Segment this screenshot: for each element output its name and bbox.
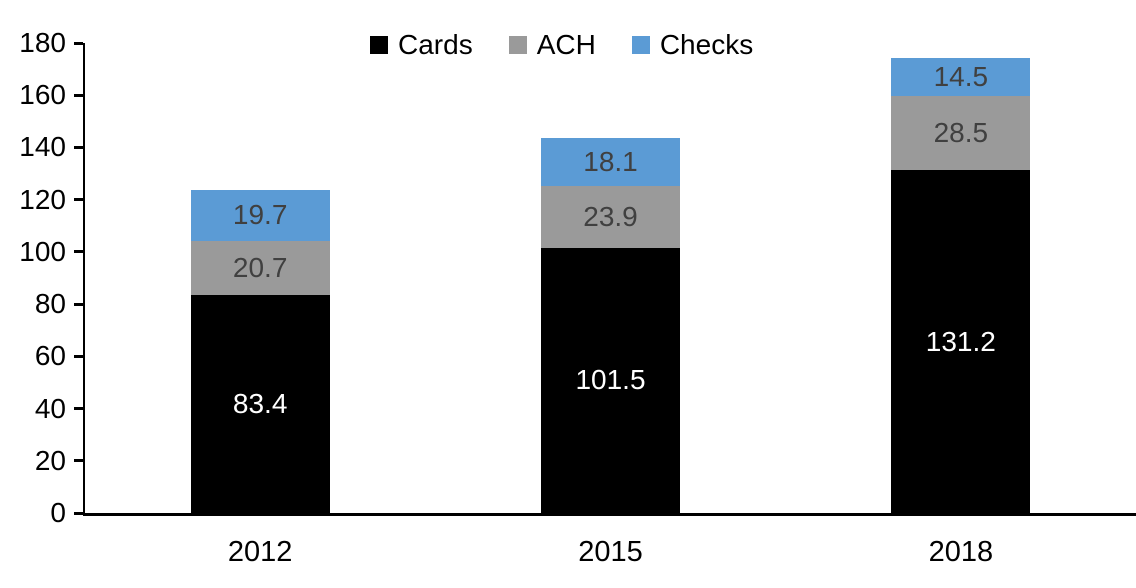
bar-segment-checks-2015 [541,138,680,186]
chart-legend: Cards ACH Checks [370,31,753,59]
bar-value-label: 23.9 [583,200,638,232]
bar-value-label: 18.1 [583,145,638,177]
x-axis-label: 2018 [928,536,994,568]
bar-value-label: 20.7 [232,252,288,284]
y-axis-line [83,43,85,516]
bar-segment-checks-2012 [190,189,330,242]
legend-swatch-cards-icon [370,36,388,54]
bar-segment-checks-2018 [891,58,1031,96]
y-axis-tick-mark [74,407,83,411]
legend-item-cards: Cards [370,31,473,59]
bar-value-label: 131.2 [925,325,996,357]
legend-swatch-checks-icon [631,36,650,54]
x-axis-label: 2015 [578,536,643,568]
y-axis-tick-label: 40 [34,392,66,424]
legend-label-ach: ACH [536,29,596,60]
y-axis-tick-mark [74,198,83,202]
x-axis-label: 2012 [227,536,293,568]
x-axis-line [83,513,1136,516]
y-axis-tick-mark [74,511,83,515]
y-axis-tick-mark [74,41,83,45]
y-axis-tick-label: 180 [19,27,66,58]
y-axis-tick-label: 60 [34,340,66,372]
y-axis-tick-label: 140 [19,131,66,163]
legend-item-ach: ACH [508,29,596,60]
y-axis-tick-label: 20 [34,444,66,476]
bar-segment-cards-2018 [891,170,1031,513]
bar-segment-cards-2015 [541,247,680,513]
bar-segment-cards-2012 [190,295,330,513]
y-axis-tick-label: 80 [34,288,66,320]
y-axis-tick-mark [74,459,83,463]
y-axis-tick-mark [74,93,83,97]
y-axis-tick-label: 120 [19,183,66,215]
bar-segment-ach-2015 [541,185,680,248]
bar-value-label: 83.4 [232,388,288,420]
bar-value-label: 101.5 [575,364,646,396]
y-axis-tick-mark [74,250,83,254]
y-axis-tick-label: 0 [50,497,66,528]
y-axis-tick-label: 160 [19,79,66,111]
legend-label-checks: Checks [659,29,754,60]
legend-item-checks: Checks [631,29,754,60]
bar-segment-ach-2018 [891,96,1031,171]
legend-label-cards: Cards [398,29,473,60]
y-axis-tick-mark [74,145,83,149]
legend-swatch-ach-icon [508,36,527,54]
bar-value-label: 14.5 [933,61,989,93]
y-axis-tick-label: 100 [19,235,66,267]
y-axis-tick-mark [74,302,83,306]
bar-value-label: 28.5 [933,117,989,149]
bar-value-label: 19.7 [232,199,288,231]
bar-segment-ach-2012 [190,241,330,296]
y-axis-tick-mark [74,354,83,358]
